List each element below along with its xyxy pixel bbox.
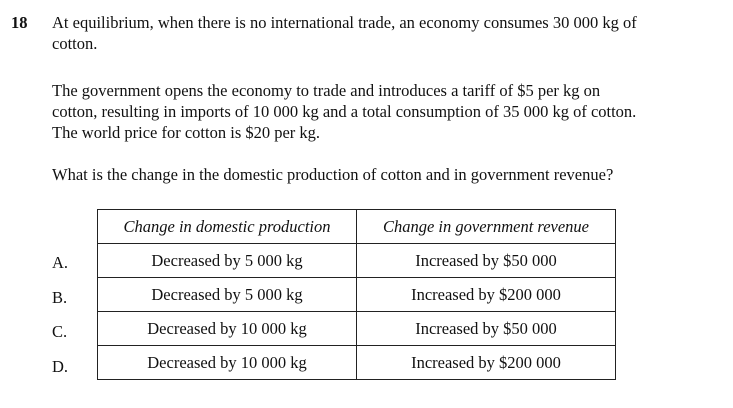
production-cell: Decreased by 10 000 kg [97, 345, 357, 380]
scenario-line: The government opens the economy to trad… [52, 81, 601, 100]
revenue-cell: Increased by $50 000 [356, 311, 616, 346]
revenue-cell: Increased by $200 000 [356, 345, 616, 380]
scenario-line: The world price for cotton is $20 per kg… [52, 123, 321, 142]
option-label-c[interactable]: C. [52, 322, 68, 341]
question-scenario: The government opens the economy to trad… [52, 80, 722, 143]
header-domestic-production: Change in domestic production [97, 209, 357, 244]
revenue-cell: Increased by $50 000 [356, 243, 616, 278]
option-label-b[interactable]: B. [52, 288, 68, 307]
production-cell: Decreased by 5 000 kg [97, 243, 357, 278]
production-cell: Decreased by 5 000 kg [97, 277, 357, 312]
option-label-d[interactable]: D. [52, 357, 69, 376]
table-row: Decreased by 5 000 kg Increased by $200 … [97, 277, 616, 312]
production-cell: Decreased by 10 000 kg [97, 311, 357, 346]
table-header-row: Change in domestic production Change in … [97, 209, 616, 244]
table-row: Decreased by 10 000 kg Increased by $50 … [97, 311, 616, 346]
question-intro: At equilibrium, when there is no interna… [52, 12, 722, 54]
table-row: Decreased by 10 000 kg Increased by $200… [97, 345, 616, 380]
option-label-a[interactable]: A. [52, 253, 69, 272]
question-number: 18 [11, 13, 28, 32]
intro-line: cotton. [52, 34, 98, 53]
scenario-line: cotton, resulting in imports of 10 000 k… [52, 102, 637, 121]
revenue-cell: Increased by $200 000 [356, 277, 616, 312]
table-row: Decreased by 5 000 kg Increased by $50 0… [97, 243, 616, 278]
answer-table: Change in domestic production Change in … [97, 209, 616, 380]
header-government-revenue: Change in government revenue [356, 209, 616, 244]
intro-line: At equilibrium, when there is no interna… [52, 13, 637, 32]
question-prompt: What is the change in the domestic produ… [52, 165, 614, 184]
